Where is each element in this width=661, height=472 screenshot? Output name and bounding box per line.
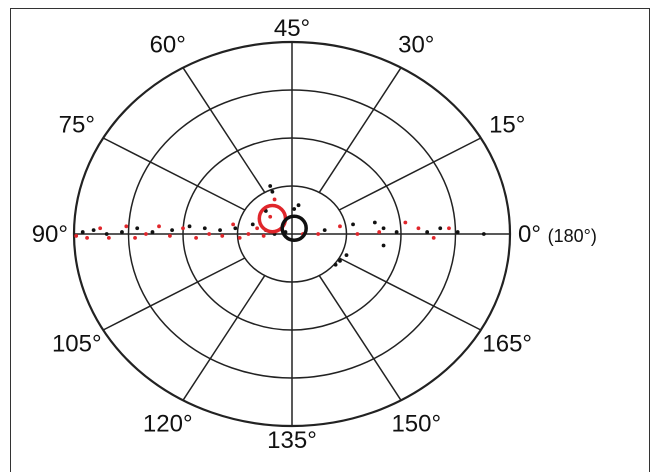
black-data-point <box>425 230 430 234</box>
black-data-point <box>344 253 349 258</box>
black-data-point <box>150 230 155 234</box>
black-data-point <box>104 232 109 236</box>
red-data-point <box>220 234 225 238</box>
radial-spoke <box>338 257 482 331</box>
angle-label: 120° <box>143 411 193 438</box>
angle-label: 0° (180°) <box>518 221 597 248</box>
red-data-point <box>106 235 111 240</box>
angle-label: 165° <box>482 330 532 357</box>
red-data-point <box>377 230 382 234</box>
red-data-point <box>447 226 451 231</box>
figure-frame <box>10 8 650 472</box>
red-data-point <box>268 214 273 219</box>
data-points <box>74 184 486 267</box>
radial-spoke <box>182 275 266 401</box>
red-data-point <box>338 224 342 229</box>
red-data-point <box>194 235 198 240</box>
mean-circles <box>257 203 308 242</box>
red-data-point <box>168 234 172 238</box>
angle-labels: 0° (180°) 15° 30° 45° 60° 75° 90° 105° 120° 135° 1… <box>32 15 597 454</box>
black-data-point <box>80 230 85 234</box>
red-data-point <box>431 235 436 240</box>
red-data-point <box>416 226 421 231</box>
black-data-point <box>120 230 124 234</box>
red-data-point <box>144 232 148 236</box>
radial-spoke <box>318 67 402 193</box>
angle-label: 105° <box>52 330 102 357</box>
black-data-point <box>438 226 443 231</box>
polar-grid <box>72 40 512 428</box>
red-data-point <box>231 222 236 227</box>
black-data-point <box>481 232 486 236</box>
red-data-point <box>272 197 277 202</box>
angle-label: 135° <box>267 427 317 454</box>
black-data-point <box>91 228 96 233</box>
red-data-point <box>237 235 242 240</box>
red-data-point <box>85 235 89 240</box>
angle-label: 90° <box>32 221 68 248</box>
black-data-point <box>296 203 301 208</box>
black-data-point <box>202 226 207 231</box>
black-data-point <box>394 230 399 234</box>
black-data-point <box>292 207 297 211</box>
red-data-point <box>124 224 129 229</box>
red-data-point <box>207 232 212 236</box>
radial-spoke <box>338 137 482 211</box>
angle-label: 30° <box>398 31 434 58</box>
black-data-point <box>333 262 338 267</box>
red-data-point <box>133 235 137 240</box>
black-data-point <box>233 226 238 231</box>
red-data-point <box>403 220 408 225</box>
black-data-point <box>455 230 460 234</box>
angle-label: 15° <box>489 112 525 139</box>
red-data-point <box>74 234 79 238</box>
red-data-point <box>261 234 266 238</box>
radial-spoke <box>182 67 266 193</box>
radial-spoke <box>102 137 246 211</box>
black-data-point <box>351 222 355 227</box>
black-data-point <box>381 243 386 248</box>
red-data-point <box>355 232 360 236</box>
radial-spoke <box>102 257 246 331</box>
red-data-point <box>98 226 103 231</box>
angle-label: 150° <box>391 411 441 438</box>
black-data-point <box>270 189 275 194</box>
red-data-point <box>181 226 185 231</box>
black-data-point <box>268 184 273 188</box>
black-data-point <box>170 228 175 233</box>
black-data-point <box>338 258 342 263</box>
black-data-point <box>187 224 192 229</box>
red-data-point <box>255 226 260 231</box>
black-data-point <box>218 228 222 233</box>
black-data-point <box>372 220 377 225</box>
radial-spoke <box>318 275 402 401</box>
black-mean-circle <box>280 214 308 242</box>
red-data-point <box>316 232 321 236</box>
red-data-point <box>157 224 161 229</box>
angle-label: 60° <box>150 31 186 58</box>
black-data-point <box>135 226 140 231</box>
angle-label: 75° <box>59 112 95 139</box>
black-data-point <box>381 226 386 231</box>
angle-label: 45° <box>274 15 310 42</box>
black-data-point <box>322 228 327 233</box>
black-data-point <box>250 222 255 227</box>
red-data-point <box>246 232 251 236</box>
